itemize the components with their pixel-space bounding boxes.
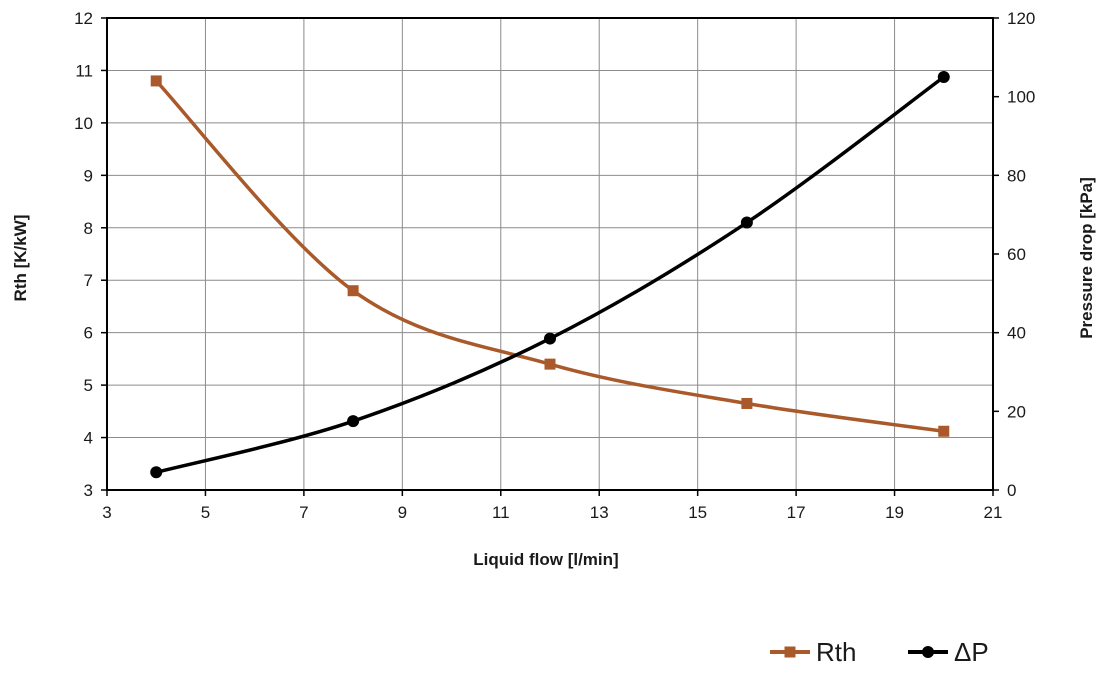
- legend-marker-circle: [922, 646, 934, 658]
- x-tick-label: 5: [201, 503, 210, 522]
- data-point-square: [938, 425, 950, 437]
- data-point-square: [544, 358, 556, 370]
- x-tick-label: 15: [688, 503, 707, 522]
- legend-label: Rth: [816, 637, 856, 667]
- y-tick-label-right: 120: [1007, 9, 1035, 28]
- y-tick-label-right: 20: [1007, 402, 1026, 421]
- x-axis-title: Liquid flow [l/min]: [473, 550, 618, 569]
- x-tick-label: 9: [398, 503, 407, 522]
- y-tick-label-left: 12: [74, 9, 93, 28]
- y-tick-label-left: 7: [84, 271, 93, 290]
- y-tick-label-right: 80: [1007, 166, 1026, 185]
- y-tick-label-right: 0: [1007, 481, 1016, 500]
- series-line-0: [154, 79, 946, 434]
- y-tick-label-left: 4: [84, 429, 93, 448]
- y-tick-label-left: 9: [84, 166, 93, 185]
- y-tick-label-left: 6: [84, 324, 93, 343]
- data-point-circle: [740, 216, 753, 229]
- x-tick-label: 3: [102, 503, 111, 522]
- y-tick-label-right: 100: [1007, 88, 1035, 107]
- y-tick-label-left: 10: [74, 114, 93, 133]
- x-tick-label: 19: [885, 503, 904, 522]
- y-axis-title-left: Rth [K/kW]: [11, 215, 30, 302]
- y-tick-label-right: 40: [1007, 324, 1026, 343]
- x-tick-label: 11: [492, 503, 510, 522]
- y-tick-label-left: 8: [84, 219, 93, 238]
- data-point-circle: [937, 71, 950, 83]
- y-axis-title-right: Pressure drop [kPa]: [1077, 177, 1096, 339]
- x-tick-label: 21: [984, 503, 1003, 522]
- y-tick-label-right: 60: [1007, 245, 1026, 264]
- x-tick-label: 17: [787, 503, 806, 522]
- y-tick-label-left: 5: [84, 376, 93, 395]
- series-line-1: [154, 75, 946, 475]
- tick-labels: 3 5 7 9 11 13 15 17 19 21345678910111202040608010…: [74, 9, 1035, 522]
- x-tick-label: 13: [590, 503, 609, 522]
- data-point-square: [741, 397, 753, 409]
- data-point-square: [150, 75, 162, 87]
- legend-label: ΔP: [954, 637, 989, 667]
- ticks: [101, 17, 999, 496]
- legend-marker-square: [784, 646, 796, 658]
- series-lines: [154, 75, 946, 475]
- legend: Rth ΔP: [770, 637, 989, 667]
- data-point-circle: [544, 332, 556, 345]
- data-point-square: [347, 285, 359, 297]
- y-tick-label-left: 11: [75, 61, 93, 80]
- data-point-circle: [347, 415, 360, 428]
- markers: [150, 71, 950, 479]
- data-point-circle: [150, 466, 163, 479]
- y-tick-label-left: 3: [84, 481, 93, 500]
- x-tick-label: 7: [299, 503, 308, 522]
